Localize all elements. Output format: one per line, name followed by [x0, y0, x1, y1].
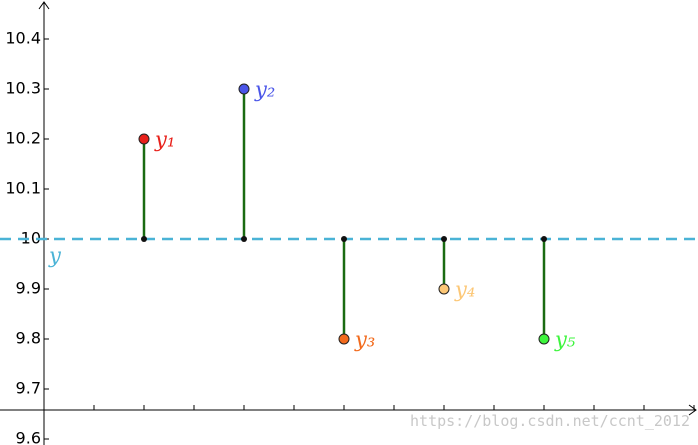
point-label: y₁	[154, 128, 175, 152]
y-tick-label: 10.2	[5, 129, 41, 148]
point-label: y₄	[454, 278, 475, 302]
point-label: y₂	[254, 78, 275, 102]
mean-dot	[241, 236, 247, 242]
mean-dot	[541, 236, 547, 242]
y-axis-arrow	[38, 1, 50, 10]
point	[338, 333, 350, 345]
mean-dot	[441, 236, 447, 242]
watermark: https://blog.csdn.net/ccnt_2012	[410, 412, 690, 430]
point	[138, 133, 150, 145]
y-tick-label: 9.7	[16, 379, 41, 398]
y-tick-label: 10	[21, 229, 41, 248]
y-tick-label: 10.4	[5, 29, 41, 48]
y-tick-label: 10.3	[5, 79, 41, 98]
y-tick-label: 9.8	[16, 329, 41, 348]
y-tick-label: 9.9	[16, 279, 41, 298]
point-label: y₅	[554, 328, 576, 352]
point-label: y₃	[354, 328, 375, 352]
mean-label: y	[48, 244, 62, 268]
y-tick-label: 9.6	[16, 429, 41, 445]
point	[538, 333, 550, 345]
mean-dot	[141, 236, 147, 242]
mean-dot	[341, 236, 347, 242]
point	[238, 83, 250, 95]
y-tick-label: 10.1	[5, 179, 41, 198]
x-axis-arrow	[688, 404, 697, 416]
point	[438, 283, 450, 295]
